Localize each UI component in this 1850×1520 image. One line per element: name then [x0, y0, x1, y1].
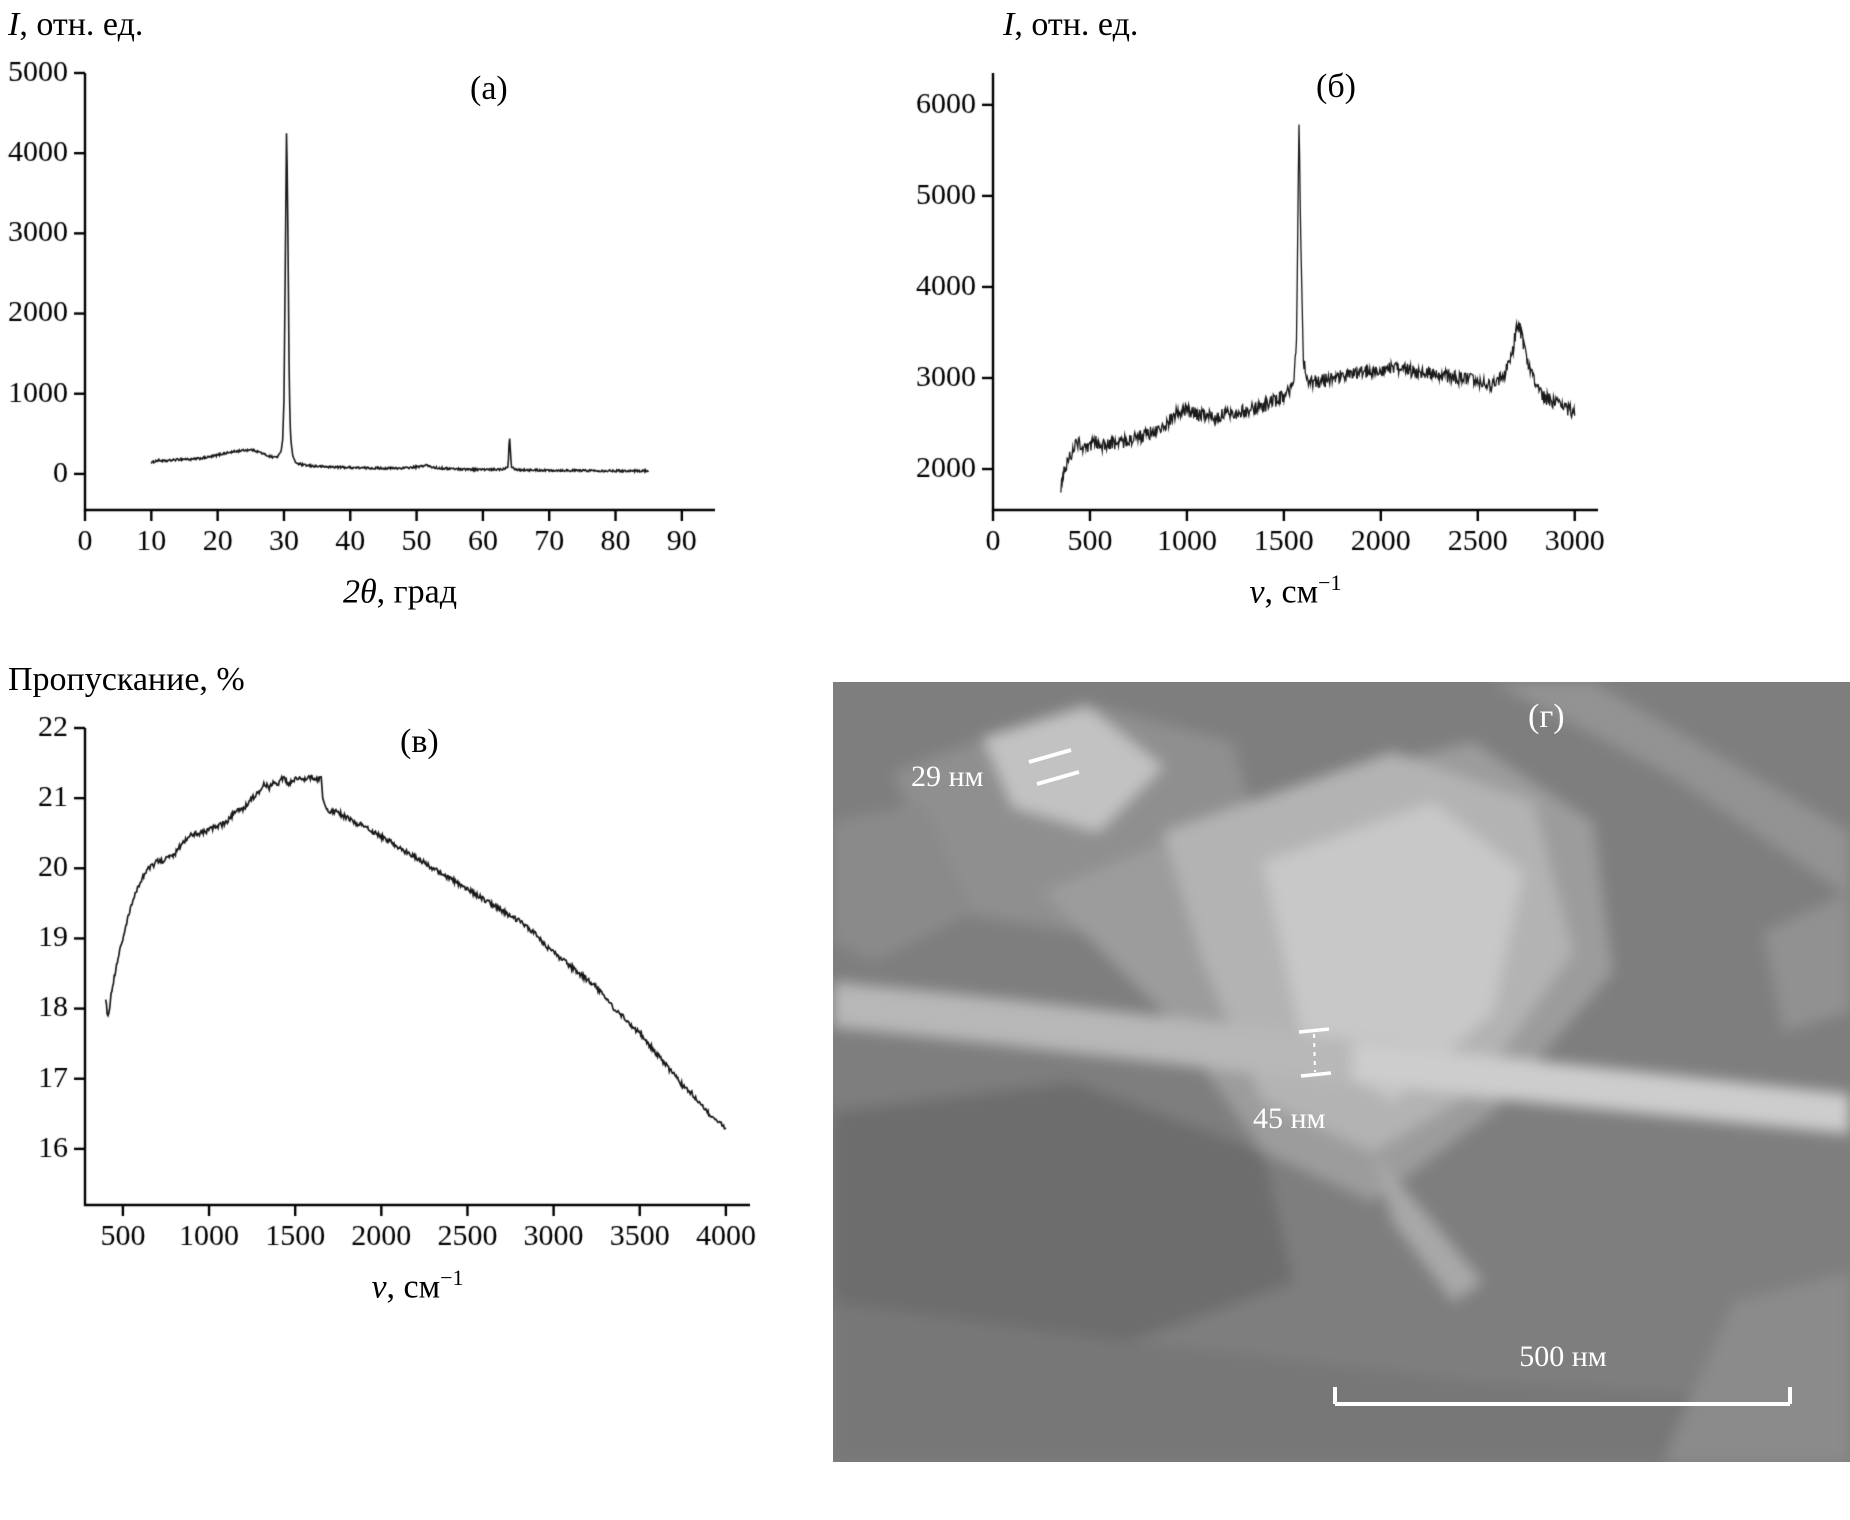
y-axis-units: Пропускание, %: [8, 661, 245, 698]
sem-flakes: [833, 682, 1850, 1462]
sem-image-shapes: [833, 682, 1850, 1462]
x-axis-exponent: −1: [440, 1265, 464, 1290]
y-axis-title-xrd: I, отн. ед.: [0, 0, 833, 48]
x-axis-variable: ν: [371, 1268, 387, 1306]
x-axis-variable: 2θ: [342, 573, 377, 611]
panel-label-v: (в): [400, 723, 439, 760]
y-axis-variable: I: [1003, 6, 1015, 43]
panel-raman: I, отн. ед. (б) ν, см−1: [833, 0, 1850, 655]
x-axis-units: , см: [1264, 573, 1319, 611]
sem-micrograph: (г) 29 нм 45 нм 500 нм: [833, 682, 1850, 1462]
panel-label-a: (а): [470, 70, 508, 107]
measurement-mark-45nm: [1300, 1071, 1332, 1078]
panel-sem: (г) 29 нм 45 нм 500 нм: [833, 655, 1850, 1520]
x-axis-units: , см: [386, 1268, 441, 1306]
x-axis-title-ir: ν, см−1: [85, 1265, 750, 1306]
y-axis-units: , отн. ед.: [19, 6, 144, 43]
measurement-marks: [1028, 748, 1792, 1406]
y-axis-units: , отн. ед.: [1014, 6, 1139, 43]
x-axis-exponent: −1: [1318, 570, 1342, 595]
x-axis-title-raman: ν, см−1: [993, 570, 1598, 611]
scale-bar-label: 500 нм: [1519, 1340, 1607, 1373]
raman-chart-canvas: [888, 48, 1613, 568]
x-axis-variable: ν: [1249, 573, 1265, 611]
measurement-mark-45nm: [1313, 1033, 1316, 1073]
panel-label-b: (б): [1316, 68, 1356, 105]
measurement-label-45nm: 45 нм: [1253, 1102, 1326, 1135]
scale-bar: [1333, 1387, 1792, 1406]
y-axis-variable: I: [8, 6, 20, 43]
measurement-label-29nm: 29 нм: [911, 760, 984, 793]
y-axis-title-raman: I, отн. ед.: [888, 0, 1850, 48]
ir-chart-canvas: [0, 703, 765, 1263]
panel-label-g: (г): [1528, 698, 1565, 735]
x-axis-title-xrd: 2θ, град: [85, 570, 715, 611]
panel-ir: Пропускание, % (в) ν, см−1: [0, 655, 833, 1520]
y-axis-title-ir: Пропускание, %: [0, 655, 833, 703]
xrd-chart-canvas: [0, 48, 730, 568]
panel-xrd: I, отн. ед. (а) 2θ, град: [0, 0, 833, 655]
x-axis-units: , град: [376, 573, 458, 611]
measurement-mark-45nm: [1298, 1027, 1330, 1034]
measurement-mark-29nm: [1036, 770, 1080, 786]
measurement-mark-29nm: [1028, 748, 1072, 764]
